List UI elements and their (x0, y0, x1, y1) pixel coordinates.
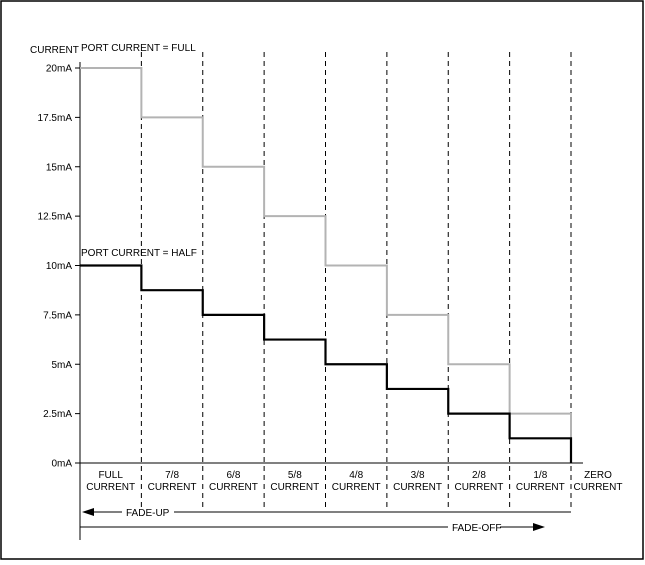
category-label-line: FULL (98, 470, 123, 481)
axis-layer: 0mA 2.5mA 5mA 7.5mA 10mA 12.5mA 15mA 17.5mA 20mA (38, 62, 583, 540)
y-tick-label: 10mA (46, 261, 72, 272)
category-label-line: CURRENT (454, 482, 503, 493)
category-label-line: 7/8 (165, 470, 179, 481)
category-label-line: 5/8 (288, 470, 302, 481)
category-label-line: CURRENT (516, 482, 565, 493)
category-label: 7/8 CURRENT (148, 470, 197, 493)
category-label: 5/8 CURRENT (270, 470, 319, 493)
y-tick-label: 15mA (46, 162, 72, 173)
category-label-line: CURRENT (86, 482, 135, 493)
series-line-half (80, 264, 573, 463)
category-label: ZERO CURRENT (574, 470, 623, 493)
category-label-line: ZERO (584, 470, 612, 481)
category-label: 1/8 CURRENT (516, 470, 565, 493)
y-tick-label: 12.5mA (38, 212, 73, 223)
category-label-line: 2/8 (472, 470, 486, 481)
category-label-line: 6/8 (226, 470, 240, 481)
fade-off-label: FADE-OFF (452, 523, 501, 534)
series-label-half: PORT CURRENT = HALF (81, 248, 197, 259)
y-tick-label: 0mA (51, 459, 72, 470)
category-label-line: CURRENT (332, 482, 381, 493)
y-axis-title: CURRENT (30, 45, 79, 56)
category-label-line: 1/8 (533, 470, 547, 481)
category-label-line: 4/8 (349, 470, 363, 481)
y-tick-label: 5mA (51, 360, 72, 371)
y-tick-label: 17.5mA (38, 113, 73, 124)
category-label-line: CURRENT (209, 482, 258, 493)
y-tick-label: 20mA (46, 64, 72, 75)
y-tick-label: 7.5mA (43, 310, 72, 321)
fade-up-arrowhead (82, 508, 94, 516)
fade-off-arrowhead (533, 523, 545, 531)
series-label-full: PORT CURRENT = FULL (81, 43, 196, 54)
category-label: 4/8 CURRENT (332, 470, 381, 493)
category-label-line: 3/8 (411, 470, 425, 481)
category-label-line: CURRENT (393, 482, 442, 493)
series-layer (80, 67, 573, 463)
category-label: 3/8 CURRENT (393, 470, 442, 493)
arrow-layer (80, 508, 571, 531)
category-label: FULL CURRENT (86, 470, 135, 493)
category-label-line: CURRENT (270, 482, 319, 493)
divider-layer (140, 52, 572, 508)
category-label-line: CURRENT (574, 482, 623, 493)
category-label: 6/8 CURRENT (209, 470, 258, 493)
y-tick-label: 2.5mA (43, 409, 72, 420)
category-label: 2/8 CURRENT (454, 470, 503, 493)
fade-up-label: FADE-UP (126, 508, 170, 519)
category-label-line: CURRENT (148, 482, 197, 493)
series-line-full (80, 67, 572, 463)
